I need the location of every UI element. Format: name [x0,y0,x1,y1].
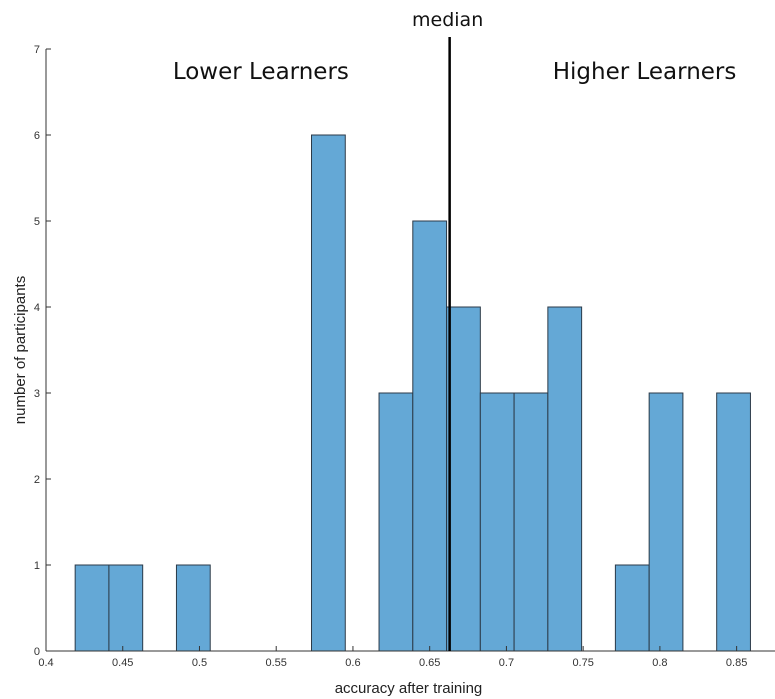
histogram-bar [311,134,346,652]
histogram-bars [74,134,751,652]
x-axis-title: accuracy after training [335,680,483,697]
x-tick-label: 0.7 [499,657,514,669]
histogram-bar [547,306,583,652]
y-tick-label: 3 [34,388,40,400]
y-tick-label: 4 [34,302,40,314]
median-label: median [412,9,483,31]
y-tick-label: 2 [34,474,40,486]
x-tick-label: 0.5 [192,657,207,669]
x-tick-label: 0.4 [38,657,53,669]
annotation-higher-learners: Higher Learners [553,59,737,85]
annotation-lower-learners: Lower Learners [173,59,349,85]
x-tick-label: 0.55 [265,657,286,669]
y-axis-ticks: 0 1 2 3 4 5 6 7 [34,44,51,658]
x-tick-label: 0.45 [112,657,133,669]
y-tick-label: 0 [34,646,40,658]
y-tick-label: 7 [34,44,40,56]
x-tick-label: 0.8 [652,657,667,669]
x-tick-label: 0.85 [726,657,747,669]
histogram-bar [412,220,448,652]
y-tick-label: 5 [34,216,40,228]
x-tick-label: 0.75 [572,657,593,669]
x-tick-label: 0.65 [419,657,440,669]
histogram-bar [74,564,110,652]
x-tick-label: 0.6 [345,657,360,669]
histogram-bar [108,564,144,652]
histogram-bar [513,392,549,652]
histogram-bar [716,392,751,652]
histogram-bar [446,306,481,652]
y-axis-title: number of participants [12,276,29,424]
y-tick-label: 6 [34,130,40,142]
x-axis-ticks: 0.4 0.45 0.5 0.55 0.6 0.65 0.7 0.75 0.8 0.85 [38,646,747,669]
y-tick-label: 1 [34,560,40,572]
histogram-bar [614,564,650,652]
histogram-bar [479,392,515,652]
histogram-bar [378,392,414,652]
axes [45,49,775,652]
histogram-bar [648,392,684,652]
histogram-bar [175,564,211,652]
